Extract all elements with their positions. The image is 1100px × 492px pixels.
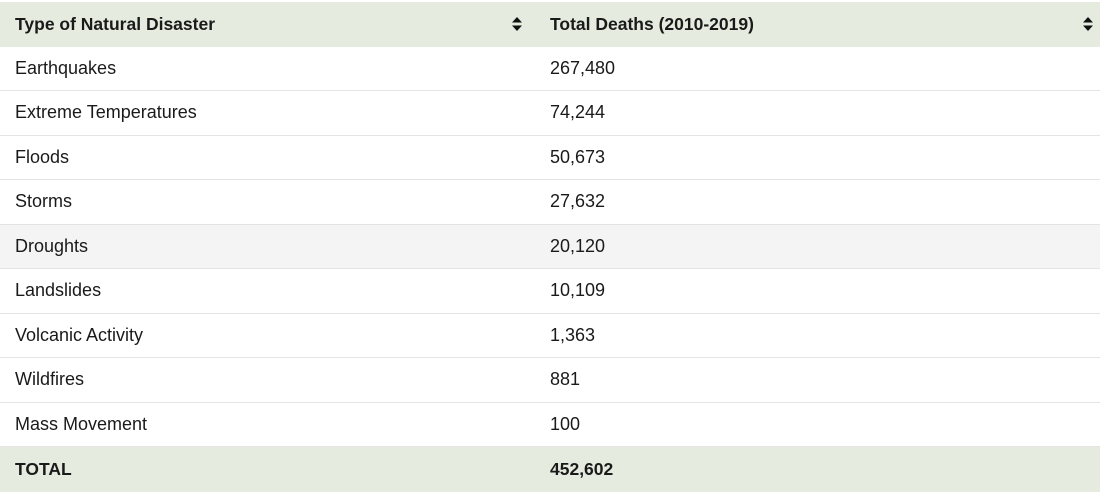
table-header: Type of Natural Disaster Total Deaths (2… [0, 2, 1100, 47]
total-row: TOTAL 452,602 [0, 447, 1100, 492]
table-row: Earthquakes 267,480 [0, 47, 1100, 91]
sort-icon[interactable] [1083, 17, 1093, 32]
disaster-type-cell: Earthquakes [15, 57, 117, 78]
disaster-type-cell: Mass Movement [15, 413, 148, 434]
table-row: Droughts 20,120 [0, 224, 1100, 269]
table-row: Landslides 10,109 [0, 269, 1100, 314]
column-header-label: Type of Natural Disaster [15, 13, 216, 34]
disaster-type-cell: Volcanic Activity [15, 324, 144, 345]
total-deaths-cell: 881 [550, 369, 581, 390]
disaster-type-cell: Floods [15, 146, 70, 167]
table-row: Mass Movement 100 [0, 403, 1100, 447]
total-deaths-cell: 100 [550, 413, 581, 434]
table-row: Storms 27,632 [0, 180, 1100, 225]
total-deaths-cell: 50,673 [550, 146, 606, 167]
total-deaths-cell: 10,109 [550, 280, 606, 301]
total-deaths-cell: 74,244 [550, 102, 606, 123]
disaster-type-cell: Wildfires [15, 369, 85, 390]
column-header-label: Total Deaths (2010-2019) [550, 13, 754, 34]
disaster-type-cell: Extreme Temperatures [15, 102, 197, 123]
column-header-total-deaths[interactable]: Total Deaths (2010-2019) [535, 14, 1100, 35]
total-value: 452,602 [550, 458, 614, 479]
table-row: Wildfires 881 [0, 358, 1100, 403]
disaster-type-cell: Droughts [15, 235, 89, 256]
table-row: Volcanic Activity 1,363 [0, 314, 1100, 358]
table-row: Extreme Temperatures 74,244 [0, 91, 1100, 136]
total-label: TOTAL [15, 458, 72, 479]
disaster-type-cell: Landslides [15, 280, 102, 301]
total-deaths-cell: 267,480 [550, 57, 616, 78]
total-deaths-cell: 1,363 [550, 324, 596, 345]
total-deaths-cell: 20,120 [550, 235, 606, 256]
table-row: Floods 50,673 [0, 136, 1100, 180]
total-deaths-cell: 27,632 [550, 191, 606, 212]
column-header-disaster-type[interactable]: Type of Natural Disaster [0, 14, 535, 35]
sort-icon[interactable] [512, 17, 522, 32]
disaster-type-cell: Storms [15, 191, 73, 212]
